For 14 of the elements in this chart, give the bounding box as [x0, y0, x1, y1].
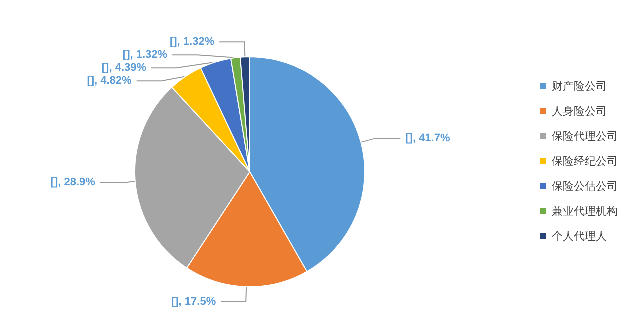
legend-label: 保险经纪公司 [552, 155, 618, 168]
data-label: [], 28.9% [50, 176, 96, 189]
legend-label: 财产险公司 [552, 80, 607, 93]
data-label: [], 41.7% [406, 132, 450, 145]
legend-label: 保险公估公司 [552, 180, 618, 193]
data-label: [], 4.82% [87, 75, 132, 88]
legend-label: 人身险公司 [552, 105, 607, 118]
data-label: [], 1.32% [170, 36, 215, 48]
data-label: [], 17.5% [171, 296, 216, 308]
data-label: [], 1.32% [122, 49, 168, 62]
legend-label: 个人代理人 [552, 230, 607, 243]
legend-label: 保险代理公司 [552, 130, 618, 143]
data-label: [], 4.39% [102, 62, 147, 74]
legend-label: 兼业代理机构 [552, 205, 618, 218]
